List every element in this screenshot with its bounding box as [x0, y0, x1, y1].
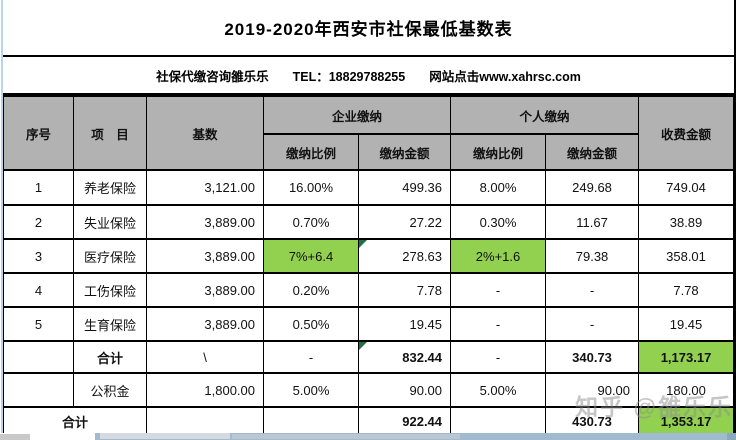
header-shoufei[interactable]: 收费金额: [638, 95, 734, 171]
table-cell[interactable]: 1,353.17: [638, 406, 734, 436]
table-cell[interactable]: 0.30%: [450, 204, 547, 240]
table-row: 4 工伤保险 3,889.00 0.20% 7.78- -7.78: [3, 272, 734, 308]
table-cell[interactable]: 90.00: [545, 372, 640, 408]
table-cell[interactable]: -: [450, 340, 547, 374]
table-cell[interactable]: -: [545, 306, 640, 342]
table-row: 3 医疗保险 3,889.00 7%+6.4 278.63 2%+1.6 79.38 358.…: [3, 238, 734, 274]
table-cell[interactable]: 0.50%: [263, 306, 359, 342]
table-cell[interactable]: 失业保险: [73, 204, 147, 240]
table-cell[interactable]: 1,173.17: [638, 340, 734, 374]
table-row: 5 生育保险 3,889.00 0.50% 19.45- -19.45: [3, 306, 734, 342]
sheet-tab-1[interactable]: [100, 433, 230, 439]
table-body: 1 养老保险 3,121.00 16.00% 499.36 8.00% 249.68 749.…: [3, 169, 734, 436]
table-cell[interactable]: 430.73: [545, 406, 640, 436]
table-cell[interactable]: -: [263, 340, 359, 374]
social-insurance-table: 序号 项 目 基数 企业缴纳 个人缴纳 收费金额 缴纳比例 缴纳金额 缴纳比例 …: [3, 95, 734, 436]
table-cell[interactable]: 工伤保险: [73, 272, 147, 308]
header-jishu[interactable]: 基数: [146, 95, 264, 171]
contact-info-row[interactable]: 社保代缴咨询雒乐乐 TEL：18829788255 网站点击www.xahrsc…: [3, 57, 734, 95]
contact-name: 社保代缴咨询雒乐乐: [156, 69, 269, 84]
table-cell[interactable]: 2%+1.6: [450, 238, 547, 274]
table-cell[interactable]: 3,889.00: [146, 272, 264, 308]
table-cell[interactable]: 3,889.00: [146, 204, 264, 240]
table-cell[interactable]: 5.00%: [450, 372, 547, 408]
table-title[interactable]: 2019-2020年西安市社保最低基数表: [3, 0, 734, 57]
table-cell[interactable]: 3,121.00: [146, 169, 264, 206]
table-cell[interactable]: -: [450, 306, 547, 342]
table-cell[interactable]: 16.00%: [263, 169, 359, 206]
table-cell[interactable]: 医疗保险: [73, 238, 147, 274]
table-cell[interactable]: 832.44: [357, 340, 452, 374]
table-cell[interactable]: 90.00: [357, 372, 452, 408]
header-geren-jine[interactable]: 缴纳金额: [545, 133, 640, 171]
table-cell[interactable]: 749.04: [638, 169, 734, 206]
table-cell[interactable]: \: [146, 340, 264, 374]
table-cell[interactable]: 生育保险: [73, 306, 147, 342]
table-cell[interactable]: 公积金: [73, 372, 147, 408]
table-cell[interactable]: 19.45: [357, 306, 452, 342]
table-cell[interactable]: 27.22: [357, 204, 452, 240]
table-cell[interactable]: 8.00%: [450, 169, 547, 206]
header-geren-bili[interactable]: 缴纳比例: [450, 133, 547, 171]
table-row: 1 养老保险 3,121.00 16.00% 499.36 8.00% 249.68 749.…: [3, 169, 734, 206]
table-cell[interactable]: 79.38: [545, 238, 640, 274]
contact-tel: TEL：18829788255: [292, 69, 406, 84]
table-row: 2 失业保险 3,889.00 0.70% 27.22 0.30% 11.67 38.89: [3, 204, 734, 240]
table-cell[interactable]: 0.70%: [263, 204, 359, 240]
table-cell[interactable]: [146, 406, 264, 436]
table-cell[interactable]: [3, 372, 74, 408]
table-cell[interactable]: 4: [3, 272, 74, 308]
table-cell[interactable]: 合计: [73, 340, 147, 374]
header-group-geren[interactable]: 个人缴纳: [450, 95, 640, 135]
table-cell[interactable]: 180.00: [638, 372, 734, 408]
header-qiye-jine[interactable]: 缴纳金额: [357, 133, 452, 171]
header-group-qiye[interactable]: 企业缴纳: [262, 95, 452, 135]
header-qiye-bili[interactable]: 缴纳比例: [263, 133, 359, 171]
table-row: 合计 922.44 430.73 1,353.17: [3, 406, 734, 436]
table-cell[interactable]: [263, 406, 359, 436]
table-cell[interactable]: 3,889.00: [146, 306, 264, 342]
sheet-chrome-strip: [0, 433, 736, 440]
table-row: 合计 \ -832.44-340.73 1,173.17: [3, 340, 734, 374]
table-cell[interactable]: 2: [3, 204, 74, 240]
table-cell[interactable]: 3: [3, 238, 74, 274]
sheet-tab-2[interactable]: [232, 434, 460, 439]
table-cell[interactable]: 3,889.00: [146, 238, 264, 274]
table-cell[interactable]: 1,800.00: [146, 372, 264, 408]
table-cell[interactable]: 249.68: [545, 169, 640, 206]
table-cell[interactable]: 19.45: [638, 306, 734, 342]
table-cell[interactable]: 11.67: [545, 204, 640, 240]
header-xuhao[interactable]: 序号: [3, 95, 74, 171]
table-cell[interactable]: -: [545, 272, 640, 308]
table-cell[interactable]: 5.00%: [263, 372, 359, 408]
table-cell[interactable]: 0.20%: [263, 272, 359, 308]
table-cell[interactable]: 358.01: [638, 238, 734, 274]
scrollbar-end-cap[interactable]: [727, 433, 736, 440]
sheet-tab-stub[interactable]: [0, 434, 30, 440]
sheet-area: 2019-2020年西安市社保最低基数表 社保代缴咨询雒乐乐 TEL：18829…: [3, 0, 736, 436]
header-xiangmu[interactable]: 项 目: [73, 95, 147, 171]
window-edge-strip: [1, 0, 3, 440]
table-cell[interactable]: [3, 340, 74, 374]
table-cell[interactable]: 1: [3, 169, 74, 206]
table-cell[interactable]: 922.44: [357, 406, 452, 436]
table-row: 公积金 1,800.00 5.00% 90.00 5.00% 90.00 180.00: [3, 372, 734, 408]
table-cell[interactable]: 38.89: [638, 204, 734, 240]
contact-website: 网站点击www.xahrsc.com: [429, 69, 581, 84]
table-cell[interactable]: 5: [3, 306, 74, 342]
table-cell[interactable]: 合计: [3, 406, 147, 436]
table-cell[interactable]: -: [450, 272, 547, 308]
table-cell[interactable]: 7%+6.4: [263, 238, 359, 274]
table-cell[interactable]: [450, 406, 547, 436]
table-cell[interactable]: 340.73: [545, 340, 640, 374]
table-cell[interactable]: 278.63: [357, 238, 452, 274]
table-cell[interactable]: 养老保险: [73, 169, 147, 206]
table-cell[interactable]: 7.78: [357, 272, 452, 308]
table-cell[interactable]: 499.36: [357, 169, 452, 206]
table-cell[interactable]: 7.78: [638, 272, 734, 308]
